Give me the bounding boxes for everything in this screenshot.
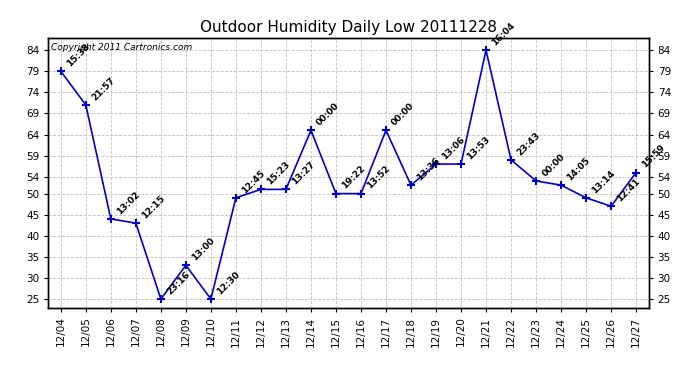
Text: 15:59: 15:59: [640, 143, 667, 170]
Text: 13:02: 13:02: [115, 190, 141, 216]
Text: 13:36: 13:36: [415, 156, 442, 182]
Text: 13:53: 13:53: [465, 135, 492, 161]
Text: 00:00: 00:00: [390, 101, 416, 128]
Text: 13:52: 13:52: [365, 164, 392, 191]
Text: 13:06: 13:06: [440, 135, 466, 161]
Text: 19:22: 19:22: [340, 164, 367, 191]
Text: 23:16: 23:16: [165, 270, 192, 296]
Text: 13:00: 13:00: [190, 236, 217, 262]
Text: 12:30: 12:30: [215, 270, 242, 296]
Text: 12:15: 12:15: [140, 194, 166, 220]
Title: Outdoor Humidity Daily Low 20111228: Outdoor Humidity Daily Low 20111228: [200, 20, 497, 35]
Text: 13:27: 13:27: [290, 160, 317, 187]
Text: 00:00: 00:00: [315, 101, 342, 128]
Text: 23:43: 23:43: [515, 130, 542, 157]
Text: 21:57: 21:57: [90, 75, 117, 102]
Text: 13:14: 13:14: [590, 168, 617, 195]
Text: 12:45: 12:45: [240, 168, 267, 195]
Text: 15:23: 15:23: [265, 160, 292, 187]
Text: 15:38: 15:38: [65, 42, 92, 69]
Text: 16:04: 16:04: [490, 21, 517, 47]
Text: 12:41: 12:41: [615, 177, 642, 204]
Text: 14:05: 14:05: [565, 156, 592, 182]
Text: 00:00: 00:00: [540, 152, 566, 178]
Text: Copyright 2011 Cartronics.com: Copyright 2011 Cartronics.com: [51, 43, 193, 52]
